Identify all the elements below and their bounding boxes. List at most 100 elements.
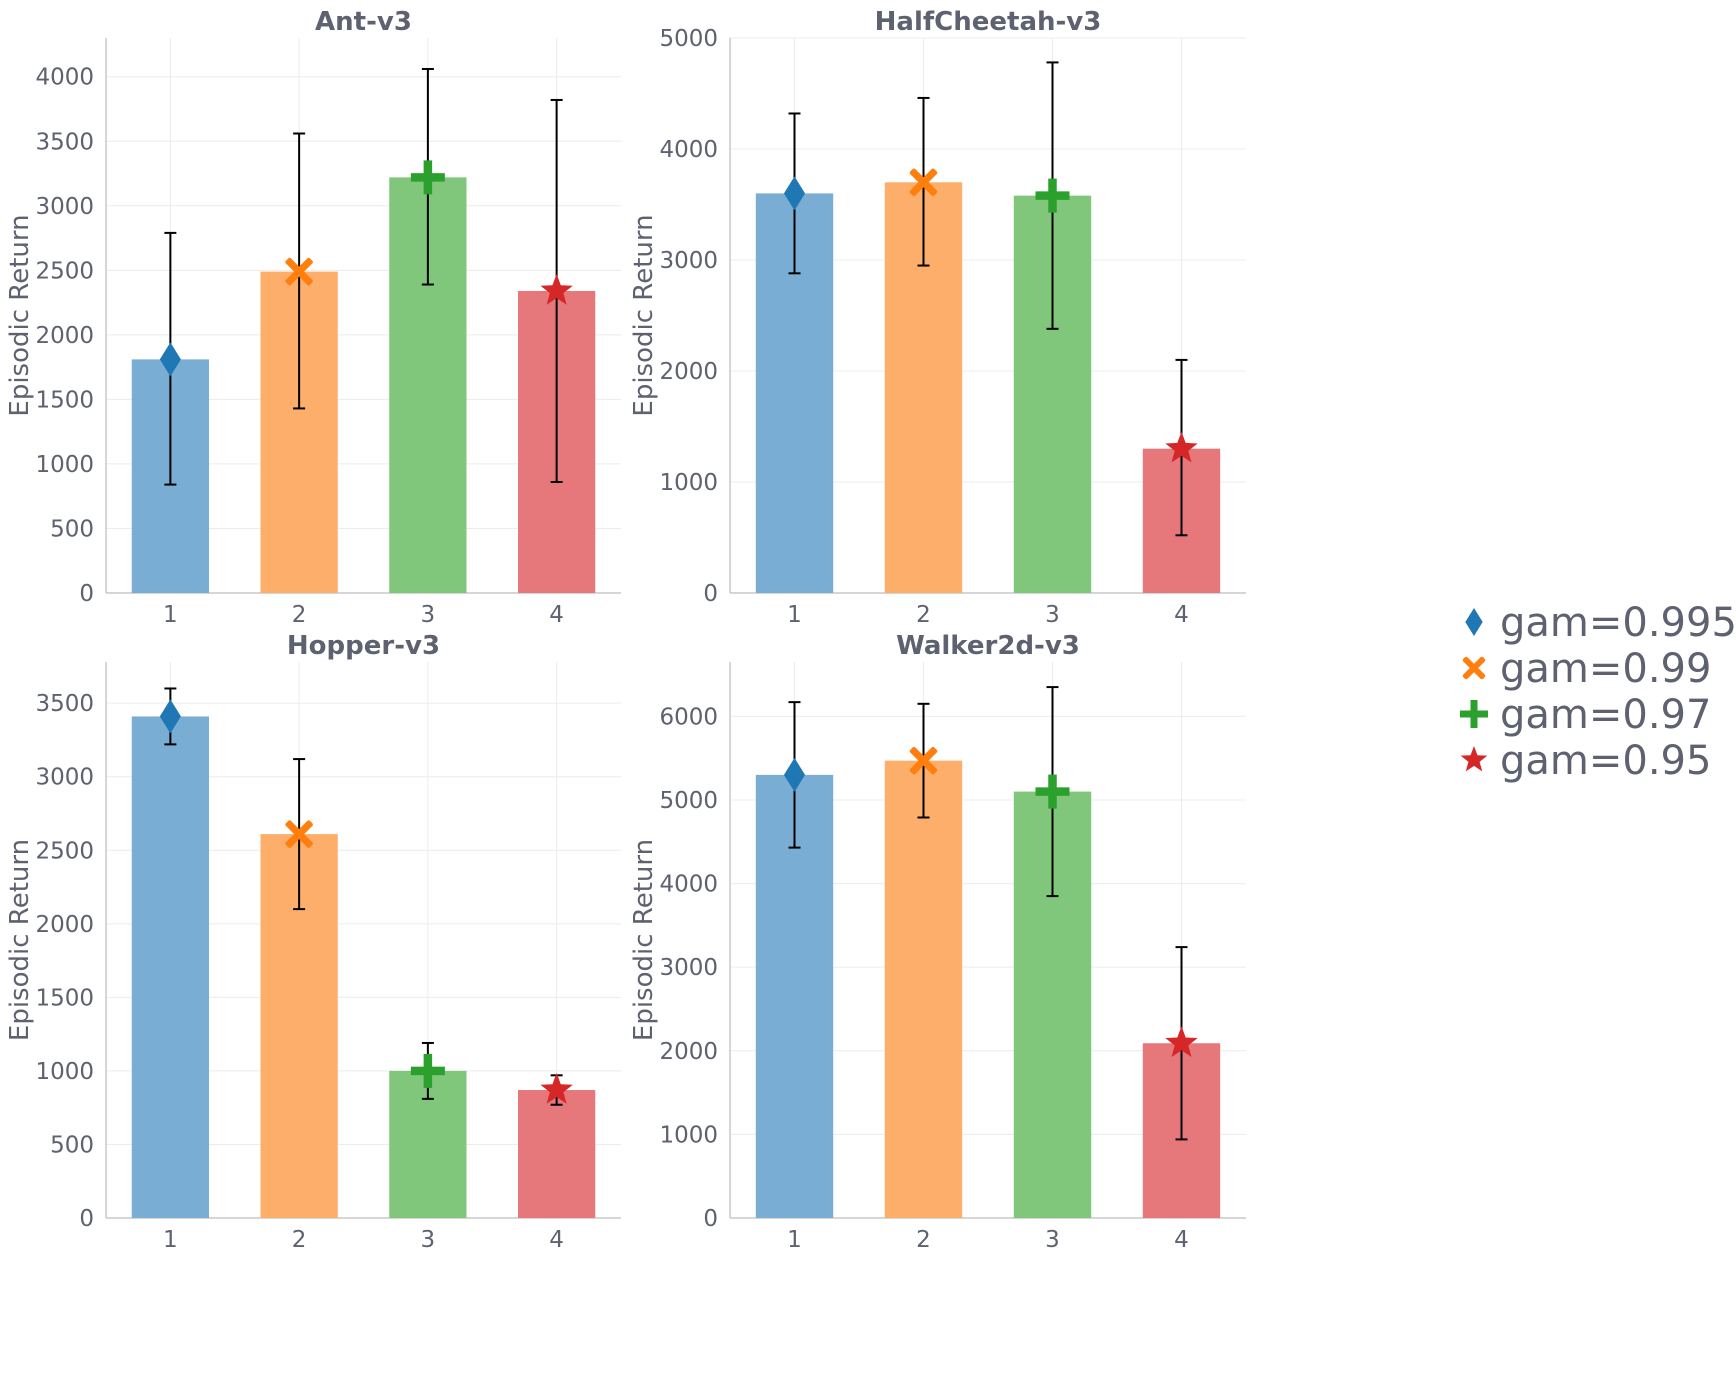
y-tick-label: 1000 — [35, 1059, 94, 1085]
x-tick-label: 1 — [787, 602, 802, 628]
subplot-walker2d-v3: 0 1000 2000 3000 4000 5000 6000 1 2 3 4 Walker2d-v3… — [629, 631, 1246, 1253]
data-point-x — [285, 257, 313, 286]
legend-label: gam=0.95 — [1500, 738, 1711, 784]
x-tick-label: 4 — [1174, 1227, 1189, 1253]
x-tick-label: 2 — [292, 1227, 307, 1253]
x-tick-label: 4 — [549, 1227, 564, 1253]
data-point-plus — [1035, 178, 1070, 213]
legend-item: gam=0.95 — [1460, 738, 1711, 784]
legend-marker-star — [1460, 746, 1488, 772]
marker-plus-v — [423, 1053, 433, 1088]
data-point-plus — [410, 160, 445, 195]
y-tick-label: 4000 — [659, 137, 718, 163]
data-point-star — [1165, 431, 1198, 463]
y-tick-label: 2000 — [35, 323, 94, 349]
x-tick-label: 3 — [421, 602, 436, 628]
y-tick-label: 2000 — [659, 359, 718, 385]
legend-marker-x — [1462, 656, 1486, 680]
y-tick-label: 500 — [50, 516, 94, 542]
data-point-diamond — [159, 699, 181, 734]
y-tick-label: 2500 — [35, 258, 94, 284]
subplot-title: Hopper-v3 — [287, 631, 440, 661]
y-axis-label: Episodic Return — [629, 839, 659, 1041]
x-tick-label: 1 — [163, 602, 178, 628]
x-tick-label: 4 — [1174, 602, 1189, 628]
marker-x-stroke — [1462, 656, 1486, 680]
legend-item: gam=0.97 — [1460, 692, 1711, 738]
y-tick-label: 5000 — [659, 26, 718, 52]
legend-label: gam=0.97 — [1500, 692, 1711, 738]
marker-x-stroke — [909, 168, 938, 197]
y-tick-label: 2000 — [659, 1039, 718, 1065]
data-point-diamond — [783, 176, 806, 211]
bar — [884, 760, 963, 1218]
subplot-halfcheetah-v3: 0 1000 2000 3000 4000 5000 1 2 3 4 HalfCheetah-v3 E… — [629, 7, 1246, 628]
y-tick-label: 4000 — [35, 65, 94, 91]
subplot-hopper-v3: 0 500 1000 1500 2000 2500 3000 3500 1 2 3 4 Hopper-v… — [5, 631, 621, 1253]
y-axis-label: Episodic Return — [5, 839, 35, 1041]
data-point-plus — [410, 1053, 445, 1088]
x-tick-label: 2 — [916, 602, 931, 628]
y-tick-label: 3000 — [35, 765, 94, 791]
bar — [131, 716, 209, 1218]
y-tick-label: 0 — [703, 1206, 718, 1232]
y-tick-label: 0 — [79, 581, 94, 607]
x-tick-label: 1 — [787, 1227, 802, 1253]
data-point-diamond — [159, 342, 181, 377]
data-point-star — [540, 1073, 573, 1104]
y-tick-label: 6000 — [659, 704, 718, 730]
legend-label: gam=0.99 — [1500, 646, 1711, 692]
y-tick-label: 500 — [50, 1132, 94, 1158]
y-tick-label: 3500 — [35, 691, 94, 717]
y-tick-label: 2500 — [35, 838, 94, 864]
legend-marker-plus — [1460, 700, 1488, 728]
marker-x-stroke — [909, 746, 938, 775]
legend-marker-diamond — [1465, 608, 1483, 636]
y-axis-label: Episodic Return — [5, 214, 35, 416]
y-tick-label: 4000 — [659, 872, 718, 898]
x-tick-label: 3 — [421, 1227, 436, 1253]
marker-plus-v — [1048, 774, 1057, 809]
bar — [755, 774, 834, 1218]
data-point-x — [285, 820, 313, 848]
y-tick-label: 0 — [79, 1206, 94, 1232]
y-tick-label: 1000 — [659, 1122, 718, 1148]
x-tick-label: 2 — [292, 602, 307, 628]
x-tick-label: 1 — [163, 1227, 178, 1253]
x-tick-label: 4 — [549, 602, 564, 628]
bar — [518, 1090, 596, 1218]
marker-x-stroke — [285, 257, 313, 286]
y-tick-label: 1500 — [35, 387, 94, 413]
subplot-title: HalfCheetah-v3 — [875, 7, 1102, 37]
legend-label: gam=0.995 — [1500, 600, 1736, 646]
data-point-plus — [1035, 774, 1070, 809]
marker-plus-v — [1470, 700, 1478, 728]
y-axis-label: Episodic Return — [629, 214, 659, 416]
data-point-star — [1165, 1026, 1198, 1058]
data-point-x — [909, 746, 938, 775]
x-tick-label: 2 — [916, 1227, 931, 1253]
y-tick-label: 3500 — [35, 129, 94, 155]
y-tick-label: 1000 — [659, 470, 718, 496]
marker-plus-v — [423, 160, 433, 195]
y-tick-label: 3000 — [659, 248, 718, 274]
data-point-x — [909, 168, 938, 197]
subplot-title: Ant-v3 — [315, 7, 412, 37]
subplot-ant-v3: 0 500 1000 1500 2000 2500 3000 3500 4000 1 2 3 4 Ant-… — [5, 7, 621, 628]
y-tick-label: 2000 — [35, 912, 94, 938]
x-tick-label: 3 — [1045, 602, 1060, 628]
y-tick-label: 0 — [703, 581, 718, 607]
x-tick-label: 3 — [1045, 1227, 1060, 1253]
marker-plus-v — [1048, 178, 1057, 213]
marker-x-stroke — [285, 820, 313, 848]
data-point-diamond — [783, 757, 806, 792]
y-tick-label: 1500 — [35, 985, 94, 1011]
y-tick-label: 1000 — [35, 452, 94, 478]
y-tick-label: 3000 — [659, 955, 718, 981]
subplot-title: Walker2d-v3 — [896, 631, 1080, 661]
y-tick-label: 5000 — [659, 788, 718, 814]
legend-item: gam=0.995 — [1465, 600, 1736, 646]
data-point-star — [540, 273, 573, 305]
